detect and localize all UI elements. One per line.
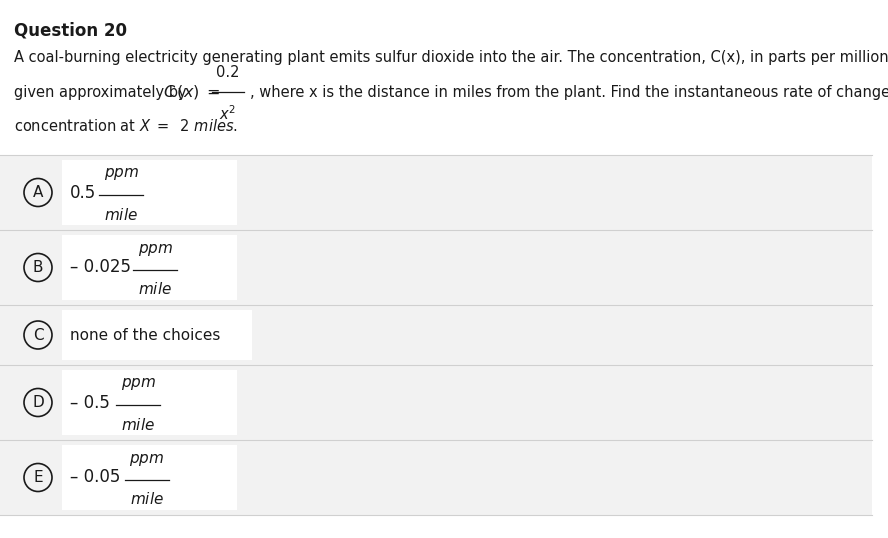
Bar bbox=[0, 440, 872, 515]
Bar bbox=[62, 445, 237, 510]
Bar bbox=[0, 305, 872, 365]
Bar bbox=[62, 310, 252, 360]
Bar bbox=[62, 370, 237, 435]
Bar bbox=[0, 230, 872, 305]
Bar bbox=[0, 365, 872, 440]
Text: – 0.5: – 0.5 bbox=[70, 393, 110, 412]
Text: A coal-burning electricity generating plant emits sulfur dioxide into the air. T: A coal-burning electricity generating pl… bbox=[14, 50, 888, 65]
Text: B: B bbox=[33, 260, 44, 275]
Text: none of the choices: none of the choices bbox=[70, 328, 220, 343]
Text: given approximately by: given approximately by bbox=[14, 84, 191, 100]
Text: $mile$: $mile$ bbox=[122, 416, 155, 433]
Text: concentration at $X\;=\;$ 2 $miles$.: concentration at $X\;=\;$ 2 $miles$. bbox=[14, 118, 238, 134]
Text: , where x is the distance in miles from the plant. Find the instantaneous rate o: , where x is the distance in miles from … bbox=[250, 84, 888, 100]
Text: Question 20: Question 20 bbox=[14, 22, 127, 40]
Text: C: C bbox=[33, 328, 44, 343]
Bar bbox=[0, 155, 872, 230]
Text: D: D bbox=[32, 395, 44, 410]
Text: – 0.025: – 0.025 bbox=[70, 258, 131, 277]
Bar bbox=[62, 160, 237, 225]
Text: $ppm$: $ppm$ bbox=[121, 377, 156, 393]
Text: A: A bbox=[33, 185, 44, 200]
Text: $ppm$: $ppm$ bbox=[138, 242, 173, 258]
Text: $ppm$: $ppm$ bbox=[130, 451, 164, 468]
Text: 0.5: 0.5 bbox=[70, 183, 96, 202]
Text: $mile$: $mile$ bbox=[139, 281, 172, 298]
Text: $ppm$: $ppm$ bbox=[104, 166, 139, 182]
Text: $mile$: $mile$ bbox=[130, 492, 164, 507]
Text: 0.2: 0.2 bbox=[217, 65, 240, 80]
Text: $C\,(x)\;=$: $C\,(x)\;=$ bbox=[163, 83, 220, 101]
Text: – 0.05: – 0.05 bbox=[70, 469, 121, 486]
Text: E: E bbox=[33, 470, 43, 485]
Text: $mile$: $mile$ bbox=[105, 207, 139, 223]
Bar bbox=[62, 235, 237, 300]
Text: $x^2$: $x^2$ bbox=[219, 104, 236, 123]
